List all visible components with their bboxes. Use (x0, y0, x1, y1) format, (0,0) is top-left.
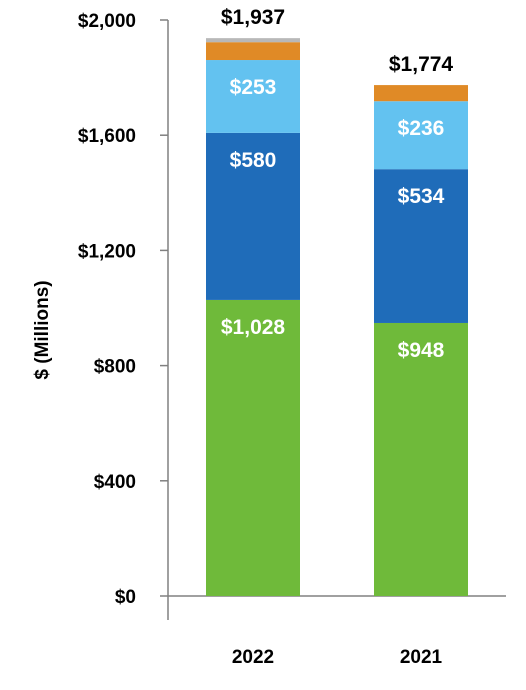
segment-value-label: $948 (398, 339, 445, 362)
x-category-label: 2022 (232, 647, 274, 668)
segment-labels: $1,028 $580 $253 $948 $534 $236 (221, 76, 445, 362)
bar-segment-2022-3 (206, 42, 300, 61)
y-tick-label: $0 (115, 587, 136, 608)
y-tick-label: $800 (94, 357, 136, 378)
bar-segment-2022-0 (206, 299, 300, 596)
x-axis-categories: 2022 2021 (232, 647, 443, 668)
y-tick-label: $1,200 (78, 241, 136, 262)
segment-value-label: $236 (398, 117, 445, 140)
bar-segment-2022-2 (206, 60, 300, 133)
y-tick-label: $2,000 (78, 11, 136, 32)
segment-value-label: $253 (230, 76, 277, 99)
y-tick-label: $400 (94, 472, 136, 493)
plot-area: $0$400$800$1,200$1,600$2,000 $1,028$580$… (78, 6, 506, 668)
segment-value-label: $580 (230, 149, 277, 172)
y-axis-ticks: $0 $400 $800 $1,200 $1,600 $2,000 (78, 11, 168, 608)
y-axis-label: $ (Millions) (32, 280, 53, 379)
bar-segment-2021-0 (374, 322, 468, 596)
total-value-label: $1,937 (221, 6, 285, 29)
total-value-label: $1,774 (389, 53, 454, 76)
x-category-label: 2021 (400, 647, 443, 668)
bar-segment-2022-1 (206, 132, 300, 300)
bar-segment-2021-3 (374, 85, 468, 102)
y-tick-label: $1,600 (78, 126, 136, 147)
segment-value-label: $1,028 (221, 316, 286, 339)
bar-segment-2021-1 (374, 169, 468, 323)
bars (206, 38, 468, 596)
bar-segment-2021-2 (374, 101, 468, 170)
total-labels: $1,937 $1,774 (221, 6, 454, 76)
segment-value-label: $534 (398, 185, 445, 208)
bar-segment-2022-4 (206, 38, 300, 43)
